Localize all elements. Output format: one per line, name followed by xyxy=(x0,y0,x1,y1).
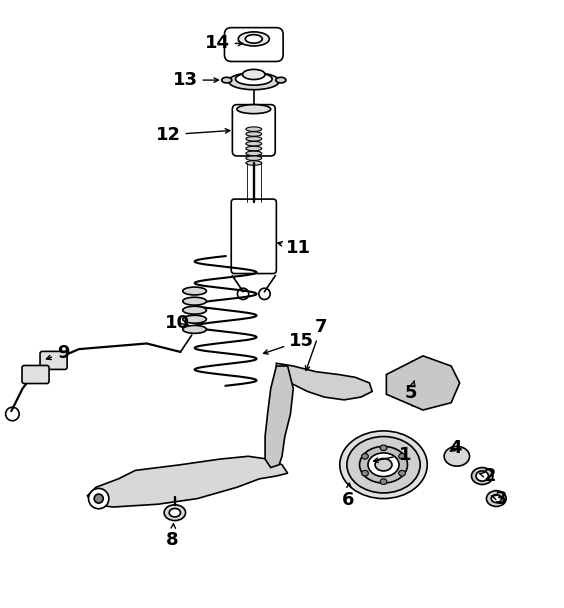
Ellipse shape xyxy=(360,446,408,483)
Text: 4: 4 xyxy=(450,439,462,457)
Text: 13: 13 xyxy=(173,71,218,89)
Text: 15: 15 xyxy=(263,331,314,354)
FancyBboxPatch shape xyxy=(231,199,276,274)
Ellipse shape xyxy=(246,142,262,146)
Ellipse shape xyxy=(362,471,368,476)
FancyBboxPatch shape xyxy=(40,351,67,370)
Ellipse shape xyxy=(444,446,469,466)
Ellipse shape xyxy=(246,161,262,165)
Ellipse shape xyxy=(476,471,488,481)
Text: 1: 1 xyxy=(374,446,411,463)
Polygon shape xyxy=(276,363,372,400)
Ellipse shape xyxy=(380,479,387,485)
Ellipse shape xyxy=(246,147,262,151)
Ellipse shape xyxy=(246,151,262,156)
Ellipse shape xyxy=(222,77,232,83)
Ellipse shape xyxy=(183,287,206,295)
Polygon shape xyxy=(386,356,460,410)
Text: 5: 5 xyxy=(404,381,417,402)
Ellipse shape xyxy=(183,306,206,314)
Text: 11: 11 xyxy=(277,238,311,257)
Ellipse shape xyxy=(237,105,271,114)
Text: 12: 12 xyxy=(156,126,230,144)
Ellipse shape xyxy=(236,73,272,85)
FancyBboxPatch shape xyxy=(22,365,49,384)
Ellipse shape xyxy=(183,316,206,323)
Ellipse shape xyxy=(362,454,368,459)
Ellipse shape xyxy=(183,325,206,333)
Polygon shape xyxy=(87,456,288,507)
Ellipse shape xyxy=(228,73,279,90)
Text: 6: 6 xyxy=(342,483,354,509)
Ellipse shape xyxy=(246,132,262,136)
Text: 3: 3 xyxy=(492,489,507,508)
Ellipse shape xyxy=(340,431,428,499)
Text: 10: 10 xyxy=(165,314,190,331)
Ellipse shape xyxy=(246,137,262,141)
Circle shape xyxy=(94,494,103,503)
Ellipse shape xyxy=(164,505,186,520)
Ellipse shape xyxy=(368,453,399,477)
Ellipse shape xyxy=(399,471,406,476)
Text: 2: 2 xyxy=(479,467,496,485)
Ellipse shape xyxy=(347,437,420,493)
Ellipse shape xyxy=(239,32,270,46)
Text: 7: 7 xyxy=(305,317,328,370)
Ellipse shape xyxy=(276,77,286,83)
Ellipse shape xyxy=(399,454,406,459)
Polygon shape xyxy=(265,366,293,468)
FancyBboxPatch shape xyxy=(232,105,275,156)
Ellipse shape xyxy=(486,491,506,506)
Ellipse shape xyxy=(243,69,265,80)
Text: 8: 8 xyxy=(166,523,179,549)
Ellipse shape xyxy=(246,156,262,161)
Ellipse shape xyxy=(183,297,206,305)
Text: 9: 9 xyxy=(46,344,69,362)
Text: 14: 14 xyxy=(205,35,243,52)
Ellipse shape xyxy=(245,35,262,43)
Ellipse shape xyxy=(375,458,392,471)
Ellipse shape xyxy=(380,445,387,451)
Ellipse shape xyxy=(491,495,501,503)
Ellipse shape xyxy=(246,127,262,131)
Ellipse shape xyxy=(472,468,493,485)
FancyBboxPatch shape xyxy=(224,27,283,61)
Ellipse shape xyxy=(169,508,180,517)
Circle shape xyxy=(89,488,109,509)
